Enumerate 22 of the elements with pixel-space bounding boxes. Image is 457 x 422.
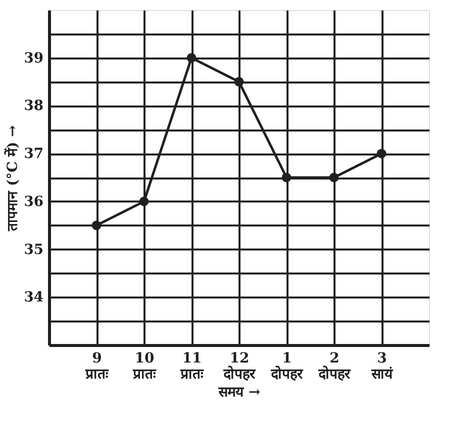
y-tick-label: 38 bbox=[24, 98, 44, 114]
x-tick-label: 1 दोपहर bbox=[270, 350, 304, 382]
point bbox=[282, 172, 292, 182]
x-tick-label: 2 दोपहर bbox=[318, 350, 352, 382]
point bbox=[329, 172, 339, 182]
x-tick-label: 9 प्रातः bbox=[84, 350, 110, 382]
x-tick-label: 12 दोपहर bbox=[222, 350, 256, 382]
point bbox=[186, 53, 196, 63]
y-tick-label: 39 bbox=[24, 50, 44, 66]
y-tick-label: 37 bbox=[24, 146, 44, 162]
y-tick-label: 35 bbox=[24, 242, 44, 258]
x-tick-label: 3 सायं bbox=[370, 350, 394, 382]
y-axis-title: तापमान (°C में) → bbox=[4, 124, 22, 232]
x-tick-label: 11 प्रातः bbox=[180, 350, 204, 382]
x-tick-label: 10 प्रातः bbox=[132, 350, 157, 382]
point bbox=[92, 220, 102, 230]
y-tick-label: 34 bbox=[24, 290, 44, 306]
y-tick-label: 36 bbox=[24, 194, 44, 210]
point bbox=[139, 196, 149, 206]
x-axis-title: समय → bbox=[218, 384, 261, 400]
point bbox=[234, 77, 244, 87]
point bbox=[376, 148, 386, 158]
